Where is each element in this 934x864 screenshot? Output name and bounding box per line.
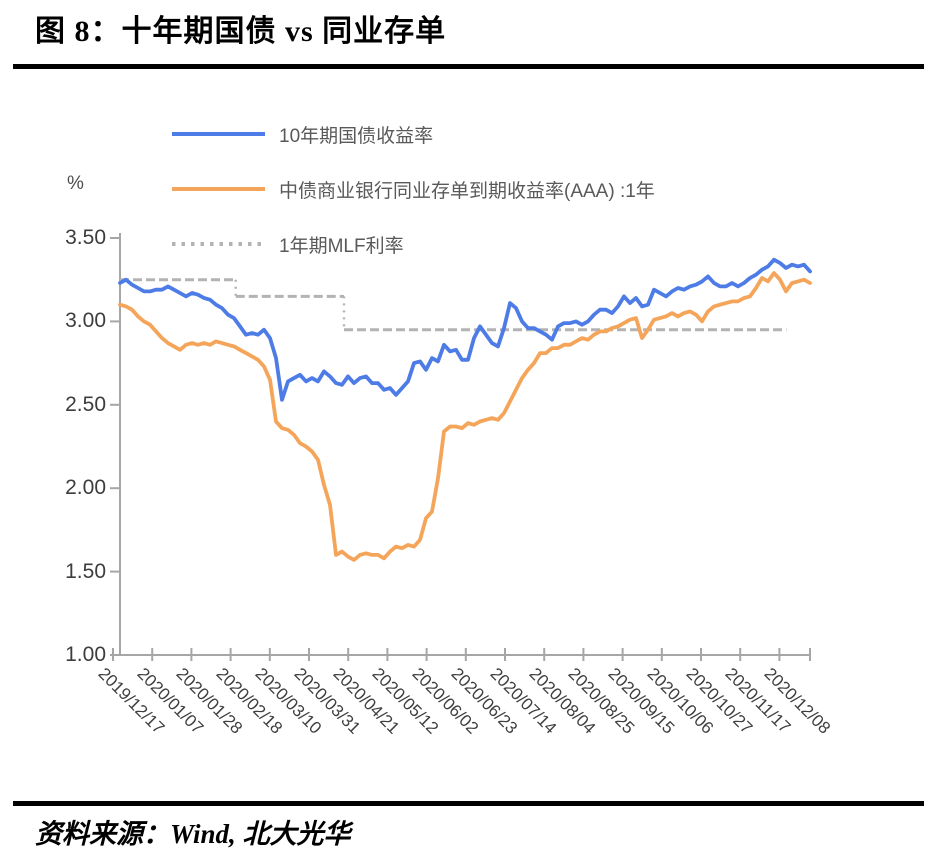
axis-spine	[119, 233, 811, 656]
source-note: 资料来源：Wind, 北大光华	[35, 819, 351, 849]
legend-label: 10年期国债收益率	[279, 125, 434, 147]
y-tick-label: 1.50	[65, 559, 106, 583]
y-tick-label: 2.50	[65, 392, 106, 416]
y-tick-label: 2.00	[65, 476, 106, 500]
bottom-rule	[13, 801, 924, 806]
legend-label: 1年期MLF利率	[279, 235, 404, 257]
figure-title: 图 8：十年期国债 vs 同业存单	[35, 15, 447, 48]
y-tick-label: 1.00	[65, 643, 106, 666]
legend-swatch-blue-line	[172, 132, 265, 136]
chart-legend: 10年期国债收益率 中债商业银行同业存单到期收益率(AAA) :1年 1年期ML…	[172, 120, 655, 258]
legend-item-mlf: 1年期MLF利率	[172, 230, 655, 258]
legend-item-ncd: 中债商业银行同业存单到期收益率(AAA) :1年	[172, 175, 655, 203]
legend-swatch-orange-line	[172, 187, 265, 191]
top-rule	[13, 64, 924, 69]
y-axis-unit-label: %	[67, 173, 84, 194]
legend-swatch-dotted-line	[172, 242, 265, 246]
legend-label: 中债商业银行同业存单到期收益率(AAA) :1年	[279, 180, 655, 202]
ncd-yield-line	[118, 271, 812, 562]
legend-item-treasury: 10年期国债收益率	[172, 120, 655, 148]
treasury-yield-line	[118, 257, 812, 402]
y-tick-label: 3.00	[65, 309, 106, 333]
y-tick-label: 3.50	[65, 226, 106, 249]
